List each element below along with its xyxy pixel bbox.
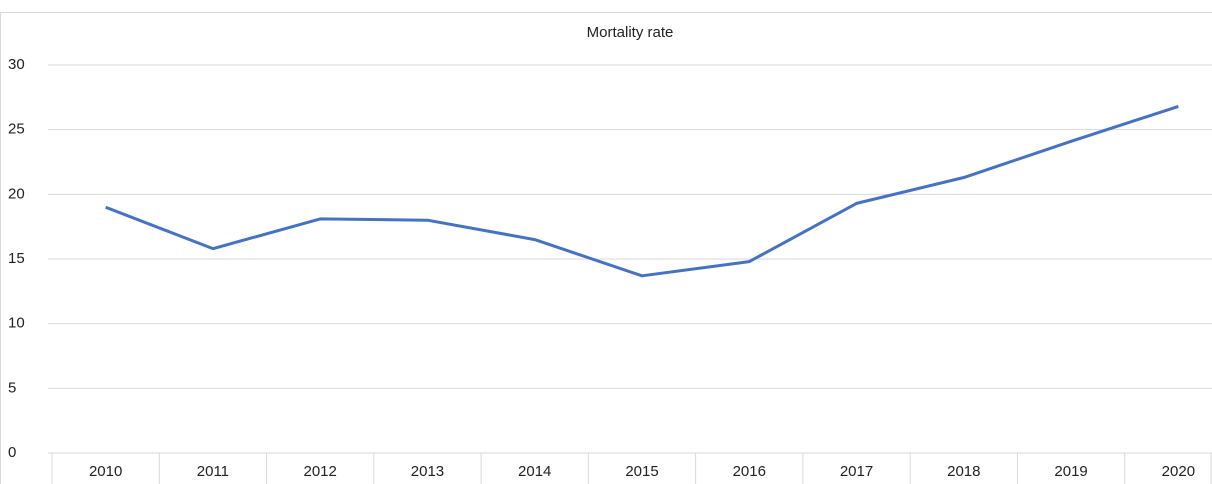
chart-title: Mortality rate [587,24,674,41]
y-tick-label: 5 [8,379,16,396]
x-tick-label: 2010 [89,463,122,480]
y-tick-label: 20 [8,185,25,202]
x-tick-label: 2014 [518,463,551,480]
x-tick-label: 2018 [947,463,980,480]
x-tick-label: 2016 [733,463,766,480]
line [105,104,1179,278]
y-tick-label: 10 [8,315,25,332]
x-tick-label: 2019 [1054,463,1087,480]
x-tick-label: 2017 [840,463,873,480]
x-tick-label: 2013 [411,463,444,480]
chart-border [0,12,1212,484]
x-tick-label: 2012 [303,463,336,480]
x-tick-label: 2011 [197,463,229,480]
x-tick-label: 2015 [625,463,658,480]
y-tick-label: 15 [8,250,25,267]
y-tick-label: 25 [8,121,25,138]
y-tick-label: 30 [8,56,25,73]
x-tick-label: 2020 [1162,463,1195,480]
y-tick-label: 0 [8,444,16,461]
